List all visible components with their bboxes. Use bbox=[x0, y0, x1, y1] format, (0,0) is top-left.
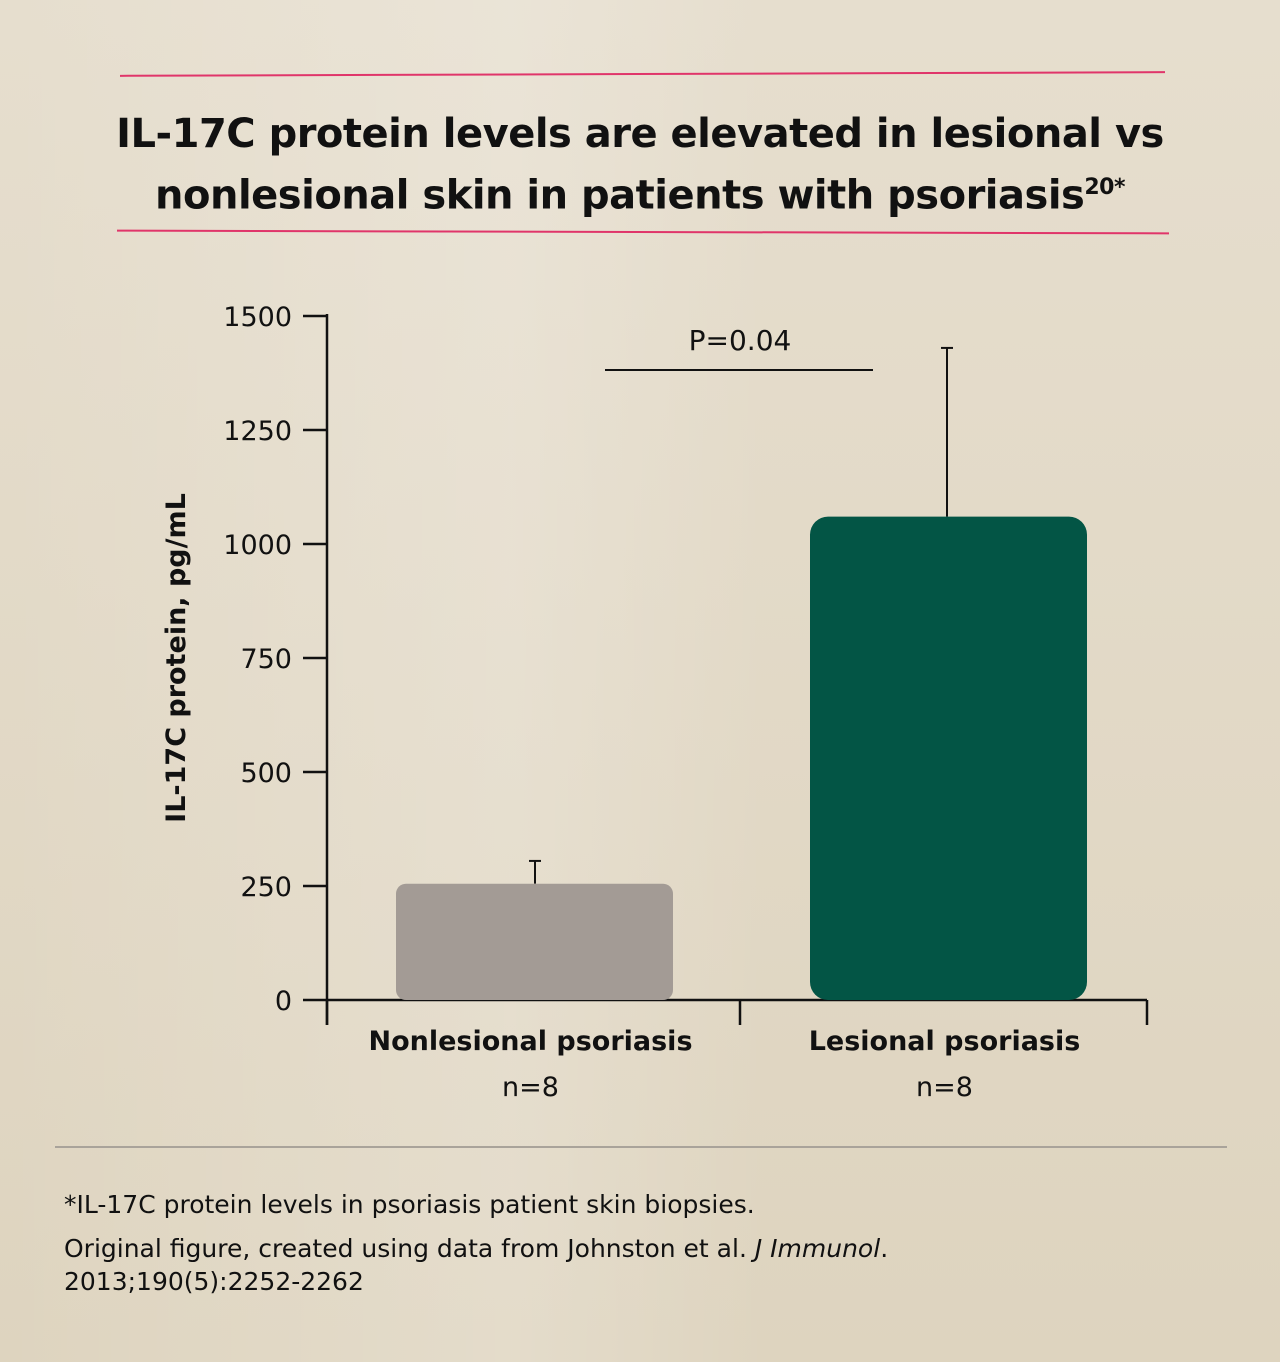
bar-nonlesional bbox=[396, 883, 673, 1000]
footnote-citation: Original figure, created using data from… bbox=[64, 1234, 755, 1263]
x-tick-label: Lesional psoriasis bbox=[809, 1026, 1081, 1057]
y-axis-label: IL-17C protein, pg/mL bbox=[161, 493, 192, 823]
x-tick-label: Nonlesional psoriasis bbox=[368, 1026, 692, 1057]
bar-chart: 0 250 500 750 1000 1250 1500 IL-17C protein, pg… bbox=[161, 302, 1149, 1103]
y-tick-label: 1250 bbox=[223, 416, 292, 447]
footnote-line-3: 2013;190(5):2252-2262 bbox=[64, 1267, 364, 1296]
footnote-line-1: *IL-17C protein levels in psoriasis pati… bbox=[64, 1190, 755, 1219]
title-text: IL-17C protein levels are elevated in le… bbox=[116, 111, 1164, 219]
y-tick-label: 500 bbox=[240, 758, 292, 789]
y-tick-label: 750 bbox=[240, 644, 292, 675]
footnote-period: . bbox=[880, 1234, 889, 1263]
p-value-annotation: P=0.04 bbox=[689, 324, 792, 357]
footnote-divider bbox=[55, 1146, 1227, 1148]
y-tick-label: 250 bbox=[240, 872, 292, 903]
chart-title: IL-17C protein levels are elevated in le… bbox=[100, 108, 1180, 222]
bar-lesional bbox=[810, 516, 1087, 1000]
title-superscript: 20* bbox=[1084, 175, 1125, 200]
x-tick-sublabel: n=8 bbox=[916, 1072, 973, 1103]
footnote-line-2: Original figure, created using data from… bbox=[64, 1233, 888, 1265]
footnote-journal: J Immunol bbox=[754, 1234, 881, 1263]
y-tick-label: 0 bbox=[275, 986, 292, 1017]
y-tick-label: 1000 bbox=[223, 530, 292, 561]
x-tick-sublabel: n=8 bbox=[502, 1072, 559, 1103]
y-tick-label: 1500 bbox=[223, 302, 292, 333]
